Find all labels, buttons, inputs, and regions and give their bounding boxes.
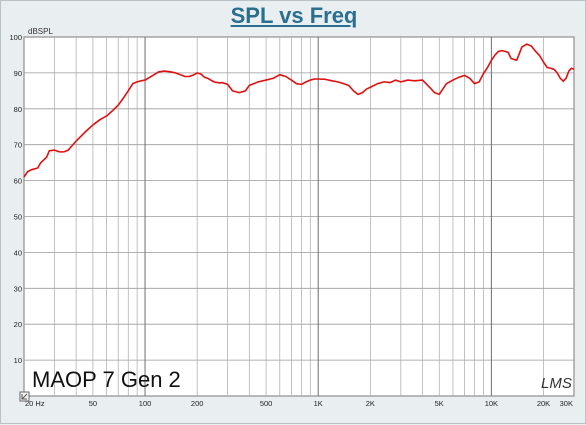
y-tick-label: 50 bbox=[14, 213, 22, 222]
x-tick-label: 2K bbox=[366, 399, 375, 408]
grid-lines bbox=[24, 37, 574, 396]
y-tick-label: 100 bbox=[9, 33, 22, 42]
chart-title: SPL vs Freq bbox=[230, 3, 358, 28]
x-tick-labels: 20 Hz 50 100 200 500 1K 2K 5K 10K 20K 30K bbox=[25, 399, 573, 408]
series-layer bbox=[23, 43, 575, 178]
x-tick-label: 500 bbox=[260, 399, 273, 408]
x-tick-label: 50 bbox=[89, 399, 97, 408]
y-tick-label: 40 bbox=[14, 248, 22, 257]
x-tick-label: 200 bbox=[191, 399, 204, 408]
y-tick-label: 60 bbox=[14, 177, 22, 186]
y-axis-label: dBSPL bbox=[28, 27, 53, 36]
y-tick-label: 30 bbox=[14, 284, 22, 293]
x-tick-label: 10K bbox=[485, 399, 498, 408]
watermark-logo: LMS bbox=[541, 375, 572, 392]
spl-series-line bbox=[23, 43, 575, 178]
corner-icon[interactable] bbox=[19, 391, 30, 402]
y-tick-label: 90 bbox=[14, 69, 22, 78]
x-tick-label: 20K bbox=[537, 399, 550, 408]
y-tick-label: 10 bbox=[14, 356, 22, 365]
y-tick-label: 80 bbox=[14, 105, 22, 114]
x-tick-label: 30K bbox=[560, 399, 573, 408]
x-tick-label: 1K bbox=[314, 399, 323, 408]
x-tick-label: 5K bbox=[435, 399, 444, 408]
x-tick-label: 20 Hz bbox=[25, 399, 45, 408]
y-tick-labels: 10 20 30 40 50 60 70 80 90 100 bbox=[9, 33, 22, 365]
y-tick-label: 20 bbox=[14, 320, 22, 329]
x-tick-label: 100 bbox=[139, 399, 152, 408]
chart-annotation: MAOP 7 Gen 2 bbox=[32, 367, 181, 392]
y-tick-label: 70 bbox=[14, 141, 22, 150]
